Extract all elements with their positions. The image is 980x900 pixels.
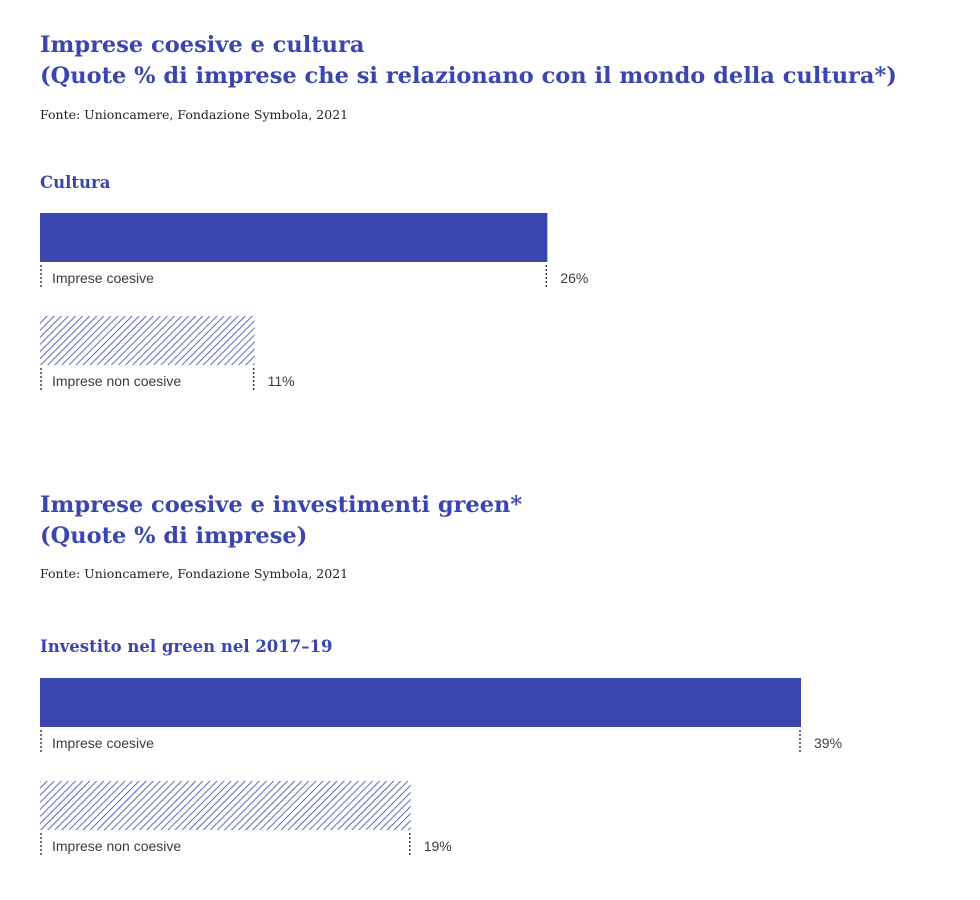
chart-1-title-line2: (Quote % di imprese che si relazionano c… (40, 63, 897, 89)
chart-1-value-label: 26% (560, 270, 588, 286)
chart-1-bar-non-coesive (40, 316, 255, 365)
chart-2-subtitle: Investito nel green nel 2017–19 (40, 637, 333, 656)
chart-1-svg: Imprese coesive 26% Imprese non coesive 11% (40, 213, 588, 392)
chart-2-title: Imprese coesive e investimenti green* (40, 492, 523, 518)
chart-2-plot: Imprese coesive 39% Imprese non coesive 19% (0, 665, 980, 875)
chart-2-title-line2: (Quote % di imprese) (40, 523, 308, 549)
chart-2-value-label: 39% (814, 735, 842, 751)
chart-2-category-label: Imprese coesive (52, 735, 154, 751)
chart-1-subtitle: Cultura (40, 173, 111, 192)
chart-2-svg: Imprese coesive 39% Imprese non coesive 19% (40, 678, 842, 857)
chart-1-bar-coesive (40, 213, 548, 262)
chart-1-source: Fonte: Unioncamere, Fondazione Symbola, … (40, 107, 349, 122)
chart-1-category-label: Imprese non coesive (52, 373, 181, 389)
chart-1-title: Imprese coesive e cultura (40, 32, 365, 58)
chart-2-category-label: Imprese non coesive (52, 838, 181, 854)
chart-1-category-label: Imprese coesive (52, 270, 154, 286)
chart-1-value-label: 11% (268, 373, 295, 389)
chart-2-source: Fonte: Unioncamere, Fondazione Symbola, … (40, 566, 349, 581)
chart-2-bar-non-coesive (40, 781, 411, 830)
chart-2-bar-coesive (40, 678, 801, 727)
chart-2-value-label: 19% (424, 838, 452, 854)
chart-1-plot: Imprese coesive 26% Imprese non coesive 11% (0, 200, 980, 410)
